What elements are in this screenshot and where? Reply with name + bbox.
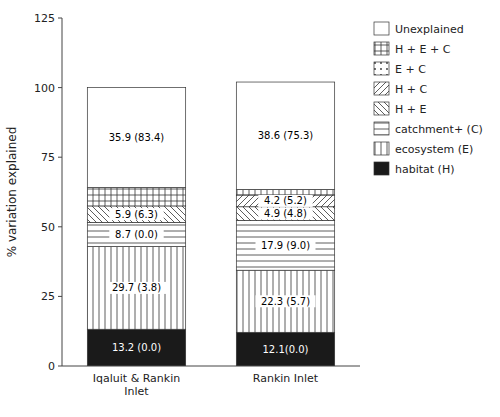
y-tick — [58, 366, 62, 367]
y-axis — [62, 18, 63, 366]
x-axis — [62, 366, 360, 367]
x-tick-label: Rankin Inlet — [253, 372, 319, 385]
x-tick-line: Iqaluit & Rankin — [93, 372, 180, 385]
bar-segment — [87, 88, 185, 188]
data-label: 22.3 (5.7) — [261, 296, 310, 307]
x-tick-line: Rankin Inlet — [253, 372, 319, 385]
legend-swatch — [374, 142, 389, 155]
label-bg — [109, 228, 163, 240]
data-label: 5.9 (6.3) — [115, 209, 158, 220]
bar-segment — [87, 222, 185, 246]
label-bg — [256, 295, 316, 307]
bar-segment — [236, 270, 334, 332]
bar-segment — [236, 332, 334, 366]
y-axis-label: % variation explained — [5, 127, 19, 258]
y-tick-label: 0 — [48, 360, 55, 373]
bars — [87, 82, 334, 366]
y-tick-label: 50 — [41, 221, 55, 234]
label-bg — [256, 239, 316, 251]
legend-swatch — [374, 62, 389, 75]
legend-label: catchment+ (C) — [395, 123, 483, 136]
legend-label: H + E — [395, 103, 426, 116]
x-tick-label: Iqaluit & RankinInlet — [93, 372, 180, 398]
bar-segment — [236, 82, 334, 189]
legend-swatch — [374, 162, 389, 175]
legend-label: ecosystem (E) — [395, 143, 473, 156]
bar-segment — [87, 329, 185, 366]
bar-segment — [87, 206, 185, 222]
legend-swatch — [374, 82, 389, 95]
legend-label: H + E + C — [395, 43, 451, 56]
bar-segment — [87, 247, 185, 330]
data-label: 17.9 (9.0) — [261, 240, 310, 251]
legend-label: E + C — [395, 63, 426, 76]
y-tick-label: 100 — [34, 82, 55, 95]
y-tick-label: 125 — [34, 12, 55, 25]
label-bg — [258, 208, 312, 220]
data-label: 38.6 (75.3) — [258, 130, 314, 141]
y-tick-label: 75 — [41, 151, 55, 164]
label-bg — [258, 195, 312, 207]
legend-swatch — [374, 22, 389, 35]
legend-swatch — [374, 102, 389, 115]
legend-label: Unexplained — [395, 23, 464, 36]
data-label: 12.1(0.0) — [263, 344, 309, 355]
legend-label: H + C — [395, 83, 427, 96]
data-label: 4.9 (4.8) — [264, 208, 307, 219]
y-tick-label: 25 — [41, 290, 55, 303]
y-tick — [58, 157, 62, 158]
data-label: 13.2 (0.0) — [112, 342, 161, 353]
bar-segment — [236, 189, 334, 195]
label-bg — [107, 282, 167, 294]
y-tick — [58, 18, 62, 19]
data-label: 35.9 (83.4) — [109, 132, 165, 143]
bar-segment — [87, 188, 185, 206]
label-bg — [253, 130, 319, 142]
bar-segment — [236, 220, 334, 270]
legend-swatch — [374, 42, 389, 55]
data-label: 4.2 (5.2) — [264, 195, 307, 206]
label-bg — [109, 208, 163, 220]
y-tick — [58, 87, 62, 88]
y-tick — [58, 296, 62, 297]
legend-swatch — [374, 122, 389, 135]
bar-segment — [236, 195, 334, 207]
x-tick-line: Inlet — [124, 385, 149, 398]
data-label: 8.7 (0.0) — [115, 229, 158, 240]
bar-segment — [236, 207, 334, 221]
legend-label: habitat (H) — [395, 163, 454, 176]
data-label: 29.7 (3.8) — [112, 282, 161, 293]
label-bg — [104, 132, 170, 144]
y-tick — [58, 226, 62, 227]
